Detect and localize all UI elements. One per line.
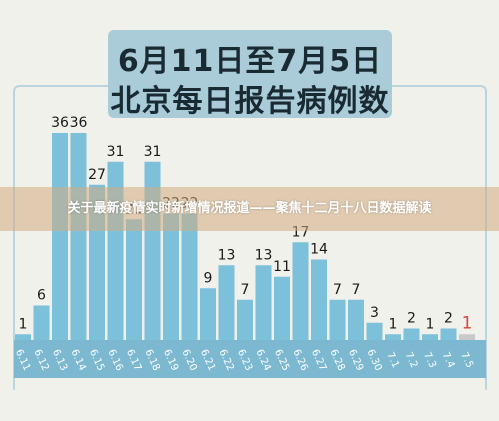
data-label-6.25: 11 xyxy=(273,259,291,275)
bar-6.13 xyxy=(52,133,68,340)
bar-6.28 xyxy=(329,299,346,340)
data-label-7.4: 2 xyxy=(444,311,453,327)
data-label-6.29: 7 xyxy=(352,282,361,298)
bar-6.11 xyxy=(15,334,31,340)
data-label-7.5: 1 xyxy=(462,313,473,333)
bar-6.12 xyxy=(33,305,50,340)
bar-7.3 xyxy=(422,334,438,340)
bar-6.27 xyxy=(311,259,327,340)
data-label-6.14: 36 xyxy=(70,115,88,131)
caption-text: 关于最新疫情实时新增情况报道——聚焦十二月十八日数据解读 xyxy=(67,201,432,216)
data-label-6.22: 13 xyxy=(218,247,236,263)
data-label-7.2: 2 xyxy=(407,311,416,327)
data-label-6.13: 36 xyxy=(51,115,69,131)
bar-6.21 xyxy=(200,288,216,340)
bar-7.5 xyxy=(459,334,475,340)
bar-6.30 xyxy=(366,322,383,340)
data-label-6.11: 1 xyxy=(19,316,28,332)
bar-6.14 xyxy=(70,133,87,340)
bar-7.1 xyxy=(385,334,401,340)
caption-band xyxy=(0,187,499,231)
bar-6.22 xyxy=(218,265,235,340)
data-label-6.12: 6 xyxy=(37,288,46,304)
bar-6.29 xyxy=(348,299,364,340)
data-label-6.27: 14 xyxy=(310,242,328,258)
data-label-6.15: 27 xyxy=(88,167,106,183)
data-label-6.28: 7 xyxy=(333,282,342,298)
data-label-7.1: 1 xyxy=(389,316,398,332)
bar-6.19 xyxy=(163,213,179,340)
bar-6.20 xyxy=(181,213,198,340)
bar-6.23 xyxy=(237,299,253,340)
title-box: 6月11日至7月5日 北京每日报告病例数 xyxy=(108,30,392,119)
data-label-7.3: 1 xyxy=(426,316,435,332)
data-label-6.23: 7 xyxy=(241,282,250,298)
x-axis-band xyxy=(14,340,486,378)
data-label-6.16: 31 xyxy=(107,144,125,160)
bar-7.2 xyxy=(403,328,420,340)
bar-6.26 xyxy=(292,242,309,340)
data-label-6.18: 31 xyxy=(144,144,162,160)
chart-title-line2: 北京每日报告病例数 xyxy=(110,84,390,119)
chart-title-line1: 6月11日至7月5日 xyxy=(117,44,383,79)
bars-group xyxy=(15,133,475,340)
bar-7.4 xyxy=(440,328,457,340)
data-label-6.21: 9 xyxy=(204,270,213,286)
bar-6.25 xyxy=(274,276,290,340)
bar-6.24 xyxy=(255,265,272,340)
bar-6.17 xyxy=(126,219,142,340)
data-label-6.24: 13 xyxy=(255,247,273,263)
data-label-6.30: 3 xyxy=(370,305,379,321)
